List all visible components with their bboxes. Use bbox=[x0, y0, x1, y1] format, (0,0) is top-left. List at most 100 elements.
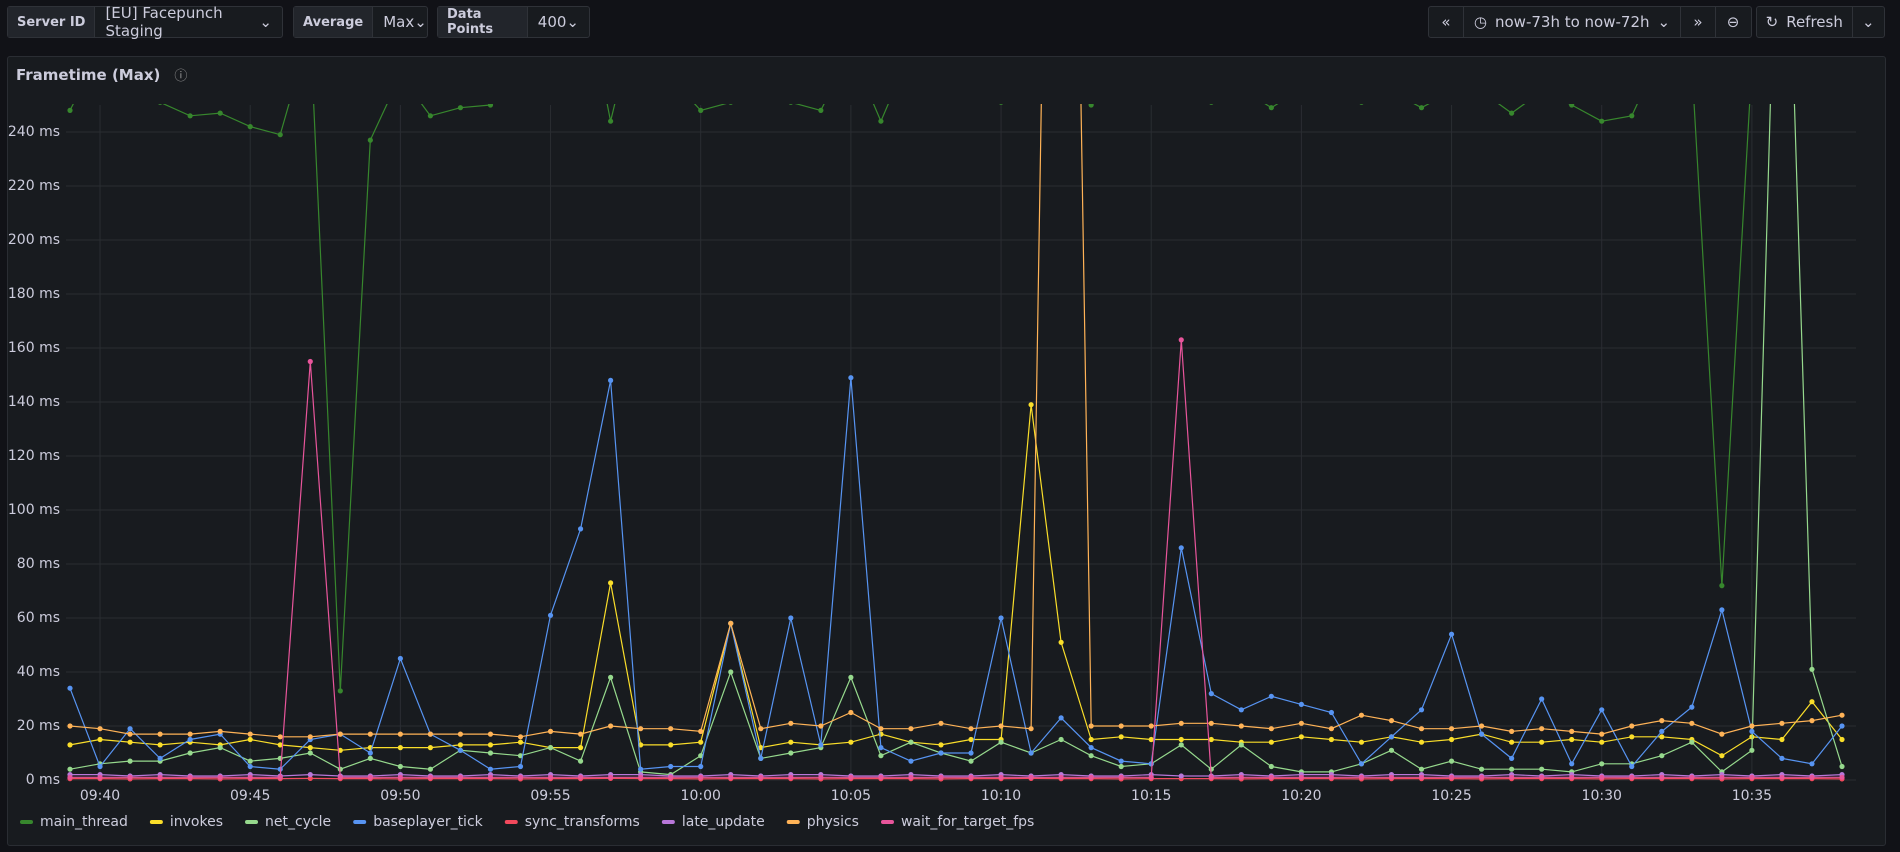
data-point bbox=[698, 763, 704, 770]
legend-swatch bbox=[661, 820, 675, 824]
data-point bbox=[1298, 774, 1304, 780]
data-point bbox=[1809, 666, 1815, 672]
data-point bbox=[1058, 639, 1064, 645]
data-point bbox=[487, 774, 494, 780]
data-point bbox=[577, 731, 584, 737]
data-point bbox=[1418, 726, 1425, 732]
data-point bbox=[668, 75, 673, 80]
data-point bbox=[698, 739, 704, 745]
shift-back[interactable]: « bbox=[1429, 7, 1464, 37]
data-point bbox=[999, 104, 1004, 105]
data-point bbox=[1298, 701, 1304, 708]
data-point bbox=[457, 742, 464, 748]
zoom-out[interactable]: ⊖ bbox=[1726, 13, 1740, 31]
data-point bbox=[337, 774, 343, 780]
data-point bbox=[1268, 774, 1274, 780]
y-tick-label: 0 ms bbox=[26, 772, 60, 788]
text: Max bbox=[383, 13, 415, 31]
shift-forward[interactable]: » bbox=[1681, 7, 1716, 37]
time-range: now-73h to now-72h bbox=[1495, 13, 1650, 31]
data-point bbox=[1058, 736, 1064, 743]
data-point bbox=[1328, 709, 1335, 716]
x-tick-label: 10:05 bbox=[831, 788, 871, 804]
data-point bbox=[848, 739, 854, 745]
data-point bbox=[1719, 774, 1725, 780]
clock-icon: ◷ bbox=[1473, 13, 1487, 31]
data-point bbox=[1659, 718, 1665, 724]
data-point bbox=[1839, 712, 1845, 718]
label: Server ID bbox=[8, 7, 96, 37]
data-point bbox=[998, 615, 1004, 621]
data-point bbox=[1329, 89, 1334, 94]
data-point bbox=[397, 774, 403, 780]
data-point bbox=[1418, 707, 1425, 713]
data-point bbox=[1839, 723, 1845, 729]
data-point bbox=[758, 755, 764, 762]
title-text: Frametime (Max) bbox=[16, 66, 161, 84]
data-point bbox=[97, 774, 103, 780]
data-point bbox=[1028, 726, 1034, 732]
data-point bbox=[487, 750, 494, 756]
data-point bbox=[1599, 739, 1605, 745]
x-tick-label: 10:25 bbox=[1431, 788, 1471, 804]
data-point bbox=[67, 107, 73, 113]
data-point bbox=[1358, 739, 1365, 745]
data-point bbox=[998, 774, 1004, 780]
y-tick-label: 60 ms bbox=[17, 610, 60, 626]
data-point bbox=[398, 73, 403, 78]
data-point bbox=[1809, 75, 1814, 80]
data-point bbox=[608, 118, 614, 124]
data-point bbox=[1028, 75, 1033, 80]
chevron: ⌄ bbox=[259, 13, 272, 31]
data-point bbox=[217, 774, 223, 780]
x-tick-label: 10:30 bbox=[1582, 788, 1622, 804]
data-point bbox=[1118, 763, 1124, 770]
data-point bbox=[758, 745, 764, 751]
points-picker[interactable]: Data Points 400 ⌄ bbox=[437, 6, 590, 38]
data-point bbox=[998, 739, 1004, 745]
data-point bbox=[67, 723, 73, 729]
y-tick-label: 100 ms bbox=[8, 502, 60, 518]
legend-swatch bbox=[504, 820, 518, 824]
data-point bbox=[1509, 739, 1515, 745]
data-point bbox=[848, 674, 854, 681]
data-point bbox=[1268, 763, 1274, 770]
average-picker[interactable]: Average Max ⌄ bbox=[293, 6, 428, 38]
data-point bbox=[517, 739, 524, 745]
y-tick-label: 80 ms bbox=[17, 556, 60, 572]
refresh-icon: ↻ bbox=[1765, 13, 1779, 31]
refresh-button[interactable]: ↻ Refresh bbox=[1757, 7, 1853, 37]
data-point bbox=[427, 766, 434, 772]
data-point bbox=[247, 124, 253, 130]
data-point bbox=[367, 755, 373, 762]
data-point bbox=[67, 685, 73, 691]
data-point bbox=[1719, 731, 1725, 737]
data-point bbox=[728, 669, 734, 675]
data-point bbox=[1689, 739, 1695, 745]
data-point bbox=[1509, 728, 1515, 735]
data-point bbox=[1599, 761, 1605, 767]
refresh-interval[interactable]: ⌄ bbox=[1861, 13, 1875, 31]
data-point bbox=[878, 745, 884, 751]
data-point bbox=[1179, 75, 1184, 80]
legend-label: main_thread bbox=[40, 814, 128, 830]
data-point bbox=[1208, 736, 1214, 743]
data-point bbox=[938, 75, 943, 80]
legend-label: net_cycle bbox=[265, 814, 331, 830]
data-point bbox=[1629, 774, 1635, 780]
data-point bbox=[577, 758, 584, 764]
data-point bbox=[1418, 766, 1425, 772]
x-tick-label: 09:55 bbox=[530, 788, 570, 804]
data-point bbox=[1749, 723, 1755, 729]
chevron: ⌄ bbox=[414, 13, 427, 31]
data-point bbox=[127, 774, 133, 780]
data-point bbox=[818, 723, 824, 729]
time-picker[interactable]: ◷ now-73h to now-72h ⌄ bbox=[1464, 7, 1681, 37]
data-point bbox=[1749, 728, 1755, 735]
data-point bbox=[1509, 766, 1515, 772]
series-line bbox=[69, 104, 1751, 691]
data-point bbox=[1119, 75, 1124, 80]
data-point bbox=[1749, 774, 1755, 780]
server-picker[interactable]: Server ID [EU] Facepunch Staging ⌄ bbox=[7, 4, 283, 40]
data-point bbox=[1359, 104, 1364, 105]
